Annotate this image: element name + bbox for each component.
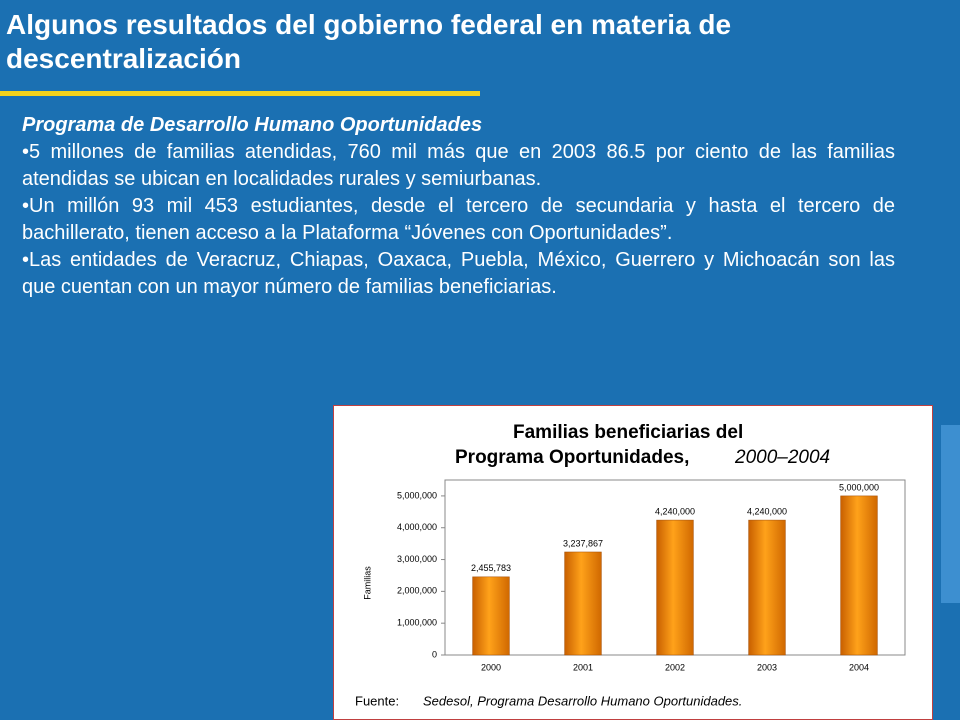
y-tick-label: 3,000,000 <box>397 554 437 564</box>
value-label: 2,455,783 <box>471 563 511 573</box>
bar <box>748 519 786 656</box>
value-label: 4,240,000 <box>747 506 787 516</box>
y-tick-label: 1,000,000 <box>397 618 437 628</box>
bar <box>840 495 878 656</box>
slide-body: Programa de Desarrollo Humano Oportunida… <box>22 112 895 301</box>
y-tick-label: 4,000,000 <box>397 522 437 532</box>
bar <box>564 551 602 656</box>
y-axis-label: Familias <box>362 566 372 600</box>
bullet: •5 millones de familias atendidas, 760 m… <box>22 141 895 190</box>
source-label: Fuente: <box>355 693 399 708</box>
chart: Familias beneficiarias del Programa Opor… <box>333 405 933 720</box>
bar <box>656 519 694 656</box>
slide-title: Algunos resultados del gobierno federal … <box>6 9 732 74</box>
y-tick-label: 5,000,000 <box>397 490 437 500</box>
value-label: 5,000,000 <box>839 482 879 492</box>
x-tick-label: 2000 <box>481 662 501 672</box>
chart-title: 2000–2004 <box>734 447 830 468</box>
x-tick-label: 2001 <box>573 662 593 672</box>
x-tick-label: 2002 <box>665 662 685 672</box>
value-label: 4,240,000 <box>655 506 695 516</box>
chart-title: Programa Oportunidades, <box>455 447 689 468</box>
side-tab <box>941 425 960 603</box>
bullet: •Las entidades de Veracruz, Chiapas, Oax… <box>22 249 895 298</box>
x-tick-label: 2003 <box>757 662 777 672</box>
y-tick-label: 2,000,000 <box>397 586 437 596</box>
bar <box>472 576 510 656</box>
y-tick-label: 0 <box>432 649 437 659</box>
title-rule <box>0 91 480 96</box>
chart-title: Familias beneficiarias del <box>513 422 743 443</box>
source-text: Sedesol, Programa Desarrollo Humano Opor… <box>423 693 742 708</box>
x-tick-label: 2004 <box>849 662 869 672</box>
value-label: 3,237,867 <box>563 538 603 548</box>
subtitle: Programa de Desarrollo Humano Oportunida… <box>22 114 483 136</box>
bullet: •Un millón 93 mil 453 estudiantes, desde… <box>22 195 895 244</box>
